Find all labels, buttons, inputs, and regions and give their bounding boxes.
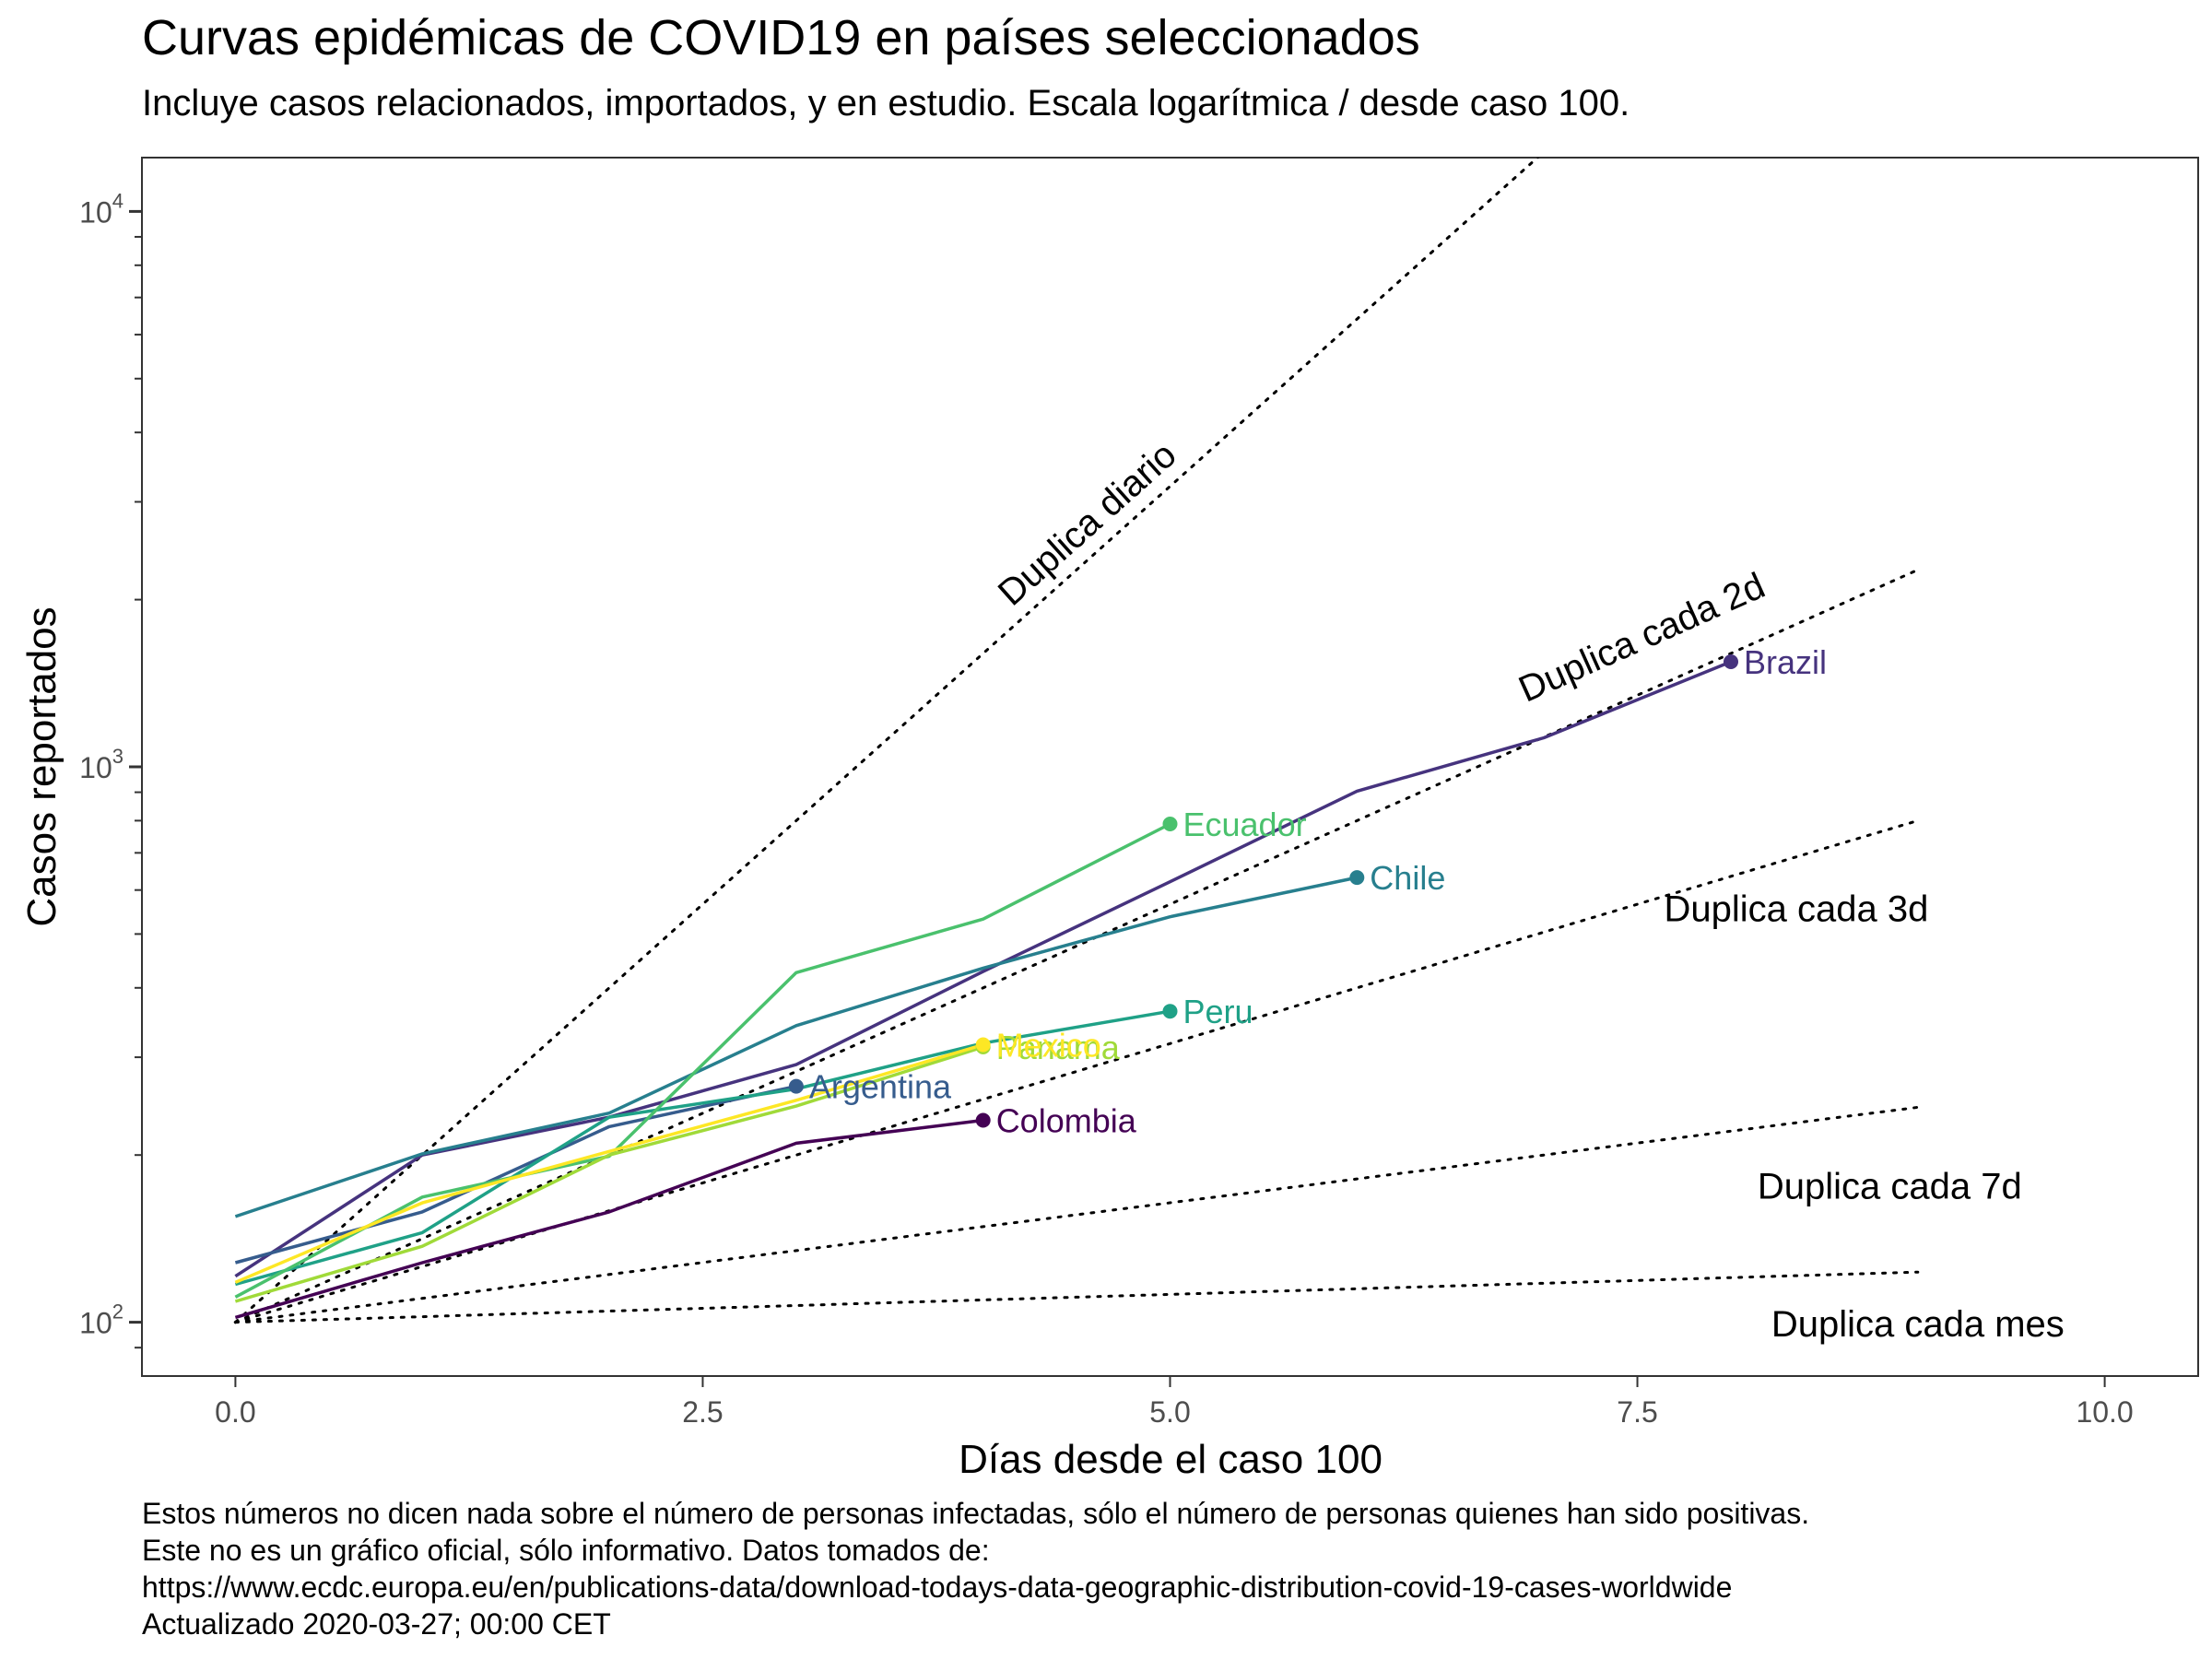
series-label-chile: Chile [1370, 859, 1445, 897]
series-line-argentina [234, 1084, 797, 1265]
caption-line-1: Estos números no dicen nada sobre el núm… [142, 1497, 1810, 1530]
series-end-point-mexico [975, 1037, 991, 1053]
series-label-argentina: Argentina [809, 1068, 952, 1106]
series-lines [234, 660, 1732, 1320]
series-line-panama [234, 1045, 984, 1303]
reference-label-1: Duplica diario [991, 434, 1184, 613]
series-line-peru [234, 1009, 1171, 1287]
reference-line-3 [233, 818, 1920, 1324]
series-end-point-chile [1349, 870, 1365, 886]
caption-line-3: https://www.ecdc.europa.eu/en/publicatio… [142, 1571, 1733, 1604]
series-line-mexico [234, 1042, 984, 1284]
y-tick-label: 103 [79, 745, 124, 784]
series-line-ecuador [234, 822, 1171, 1299]
chart-title: Curvas epidémicas de COVID19 en países s… [142, 10, 1420, 65]
reference-label-2: Duplica cada 2d [1512, 565, 1771, 710]
series-line-colombia [234, 1118, 983, 1320]
reference-line-1 [233, 158, 1540, 1324]
series-label-peru: Peru [1183, 993, 1253, 1030]
y-tick-label: 102 [79, 1300, 124, 1340]
caption-line-2: Este no es un gráfico oficial, sólo info… [142, 1534, 990, 1567]
reference-lines [233, 158, 1920, 1324]
y-axis-title: Casos reportados [19, 606, 65, 926]
chart-subtitle: Incluye casos relacionados, importados, … [142, 83, 1630, 124]
x-axis-title: Días desde el caso 100 [959, 1437, 1382, 1482]
caption-line-4: Actualizado 2020-03-27; 00:00 CET [142, 1607, 611, 1641]
reference-label-4: Duplica cada 7d [1758, 1166, 2022, 1206]
y-tick-label: 104 [79, 189, 124, 229]
x-tick-label: 7.5 [1617, 1395, 1657, 1429]
reference-line-5 [233, 1270, 1920, 1324]
series-end-point-brazil [1724, 654, 1738, 669]
series-label-panama: Panama [996, 1029, 1121, 1066]
axes: 0.0 2.5 5.0 7.5 10.0 102 103 104 [79, 189, 2134, 1429]
x-tick-label: 10.0 [2076, 1395, 2133, 1429]
x-tick-label: 2.5 [682, 1395, 723, 1429]
reference-label-3: Duplica cada 3d [1664, 889, 1928, 930]
series-end-point-colombia [975, 1112, 991, 1128]
series-label-mexico: Mexico [996, 1027, 1101, 1065]
series-label-ecuador: Ecuador [1183, 806, 1307, 843]
series-end-point-argentina [788, 1078, 804, 1094]
reference-line-2 [233, 568, 1920, 1324]
series-end-point-ecuador [1162, 817, 1178, 831]
series-line-brazil [234, 660, 1732, 1278]
series-label-colombia: Colombia [996, 1102, 1137, 1140]
reference-label-5: Duplica cada mes [1771, 1304, 2065, 1345]
series-end-point-peru [1162, 1004, 1178, 1019]
x-tick-label: 5.0 [1149, 1395, 1190, 1429]
series-line-chile [234, 876, 1358, 1218]
series-labels: Colombia Brazil Argentina Chile Peru Ecuador P… [788, 643, 1827, 1140]
x-tick-label: 0.0 [215, 1395, 255, 1429]
series-label-brazil: Brazil [1744, 643, 1827, 681]
